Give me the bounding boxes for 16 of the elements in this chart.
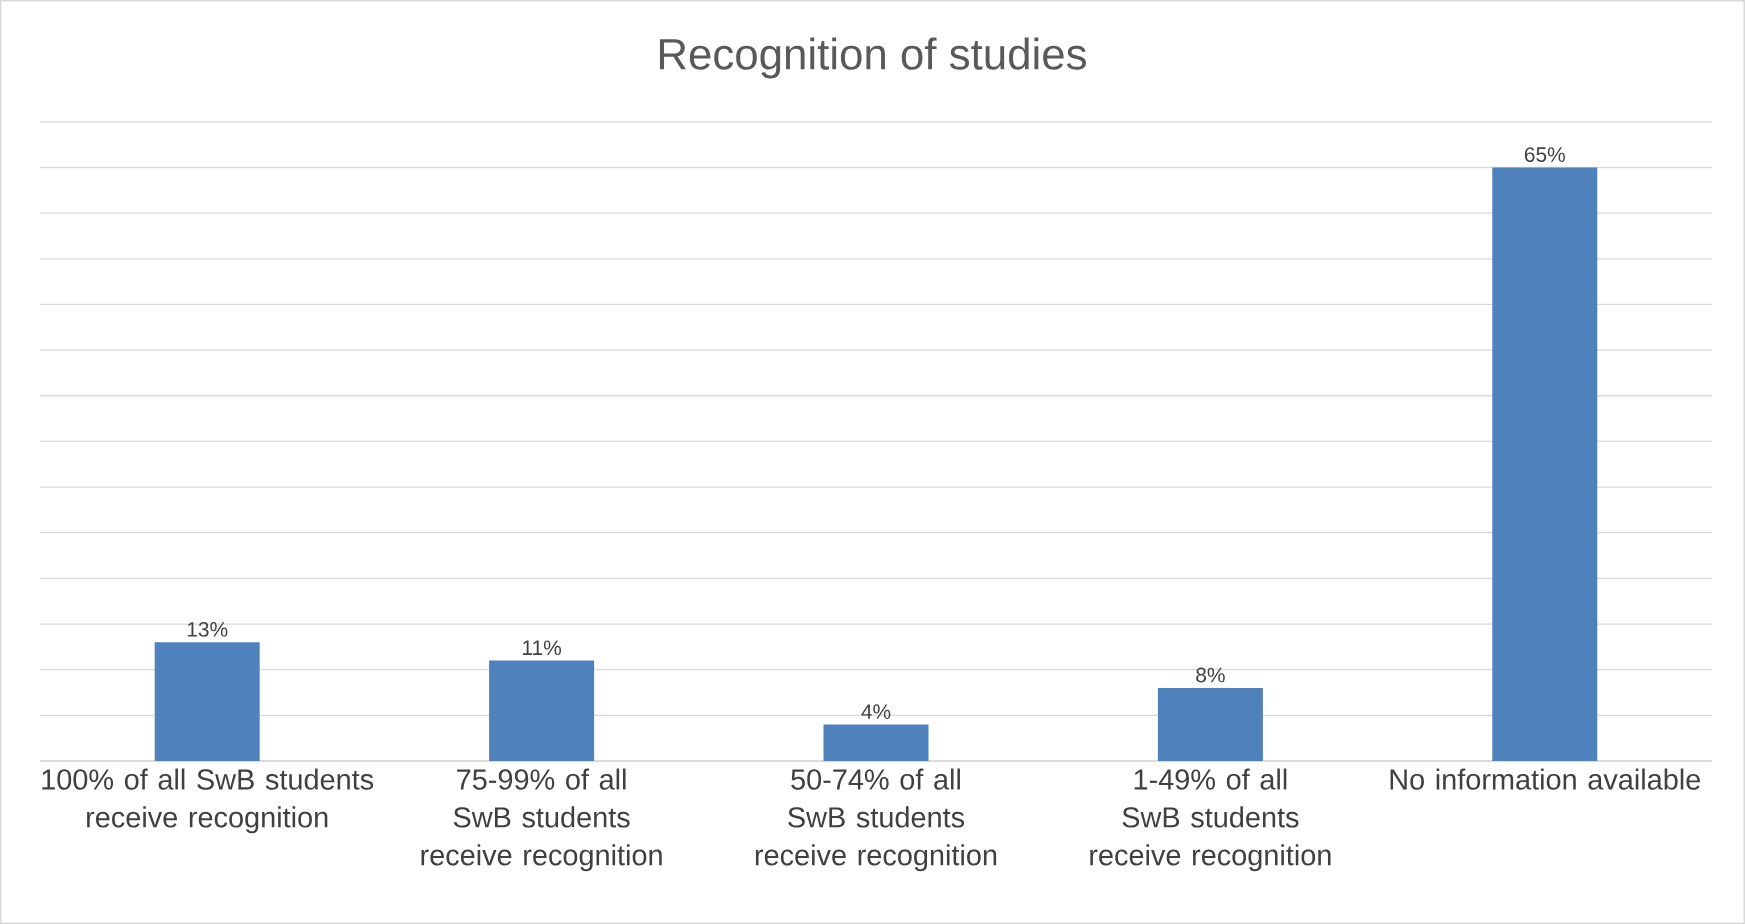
x-tick-label: 1-49% of all SwB students receive recognition bbox=[1090, 768, 1331, 872]
x-tick-label: 75-99% of all SwB students receive recognition bbox=[421, 768, 662, 872]
data-label: 4% bbox=[861, 704, 891, 719]
chart-title: Recognition of studies bbox=[659, 37, 1086, 79]
bar bbox=[154, 642, 260, 761]
bar bbox=[1492, 167, 1598, 761]
bar bbox=[1157, 687, 1263, 761]
x-tick-label: 100% of all SwB students receive recognition bbox=[42, 768, 374, 834]
data-label: 65% bbox=[1524, 147, 1565, 162]
data-label: 13% bbox=[187, 621, 228, 637]
x-tick-label: 50-74% of all SwB students receive recognition bbox=[755, 768, 997, 872]
data-label: 11% bbox=[523, 640, 562, 656]
data-label: 8% bbox=[1196, 667, 1225, 683]
bar bbox=[489, 660, 595, 761]
bar bbox=[823, 724, 929, 761]
x-tick-label: No information available bbox=[1390, 768, 1700, 790]
